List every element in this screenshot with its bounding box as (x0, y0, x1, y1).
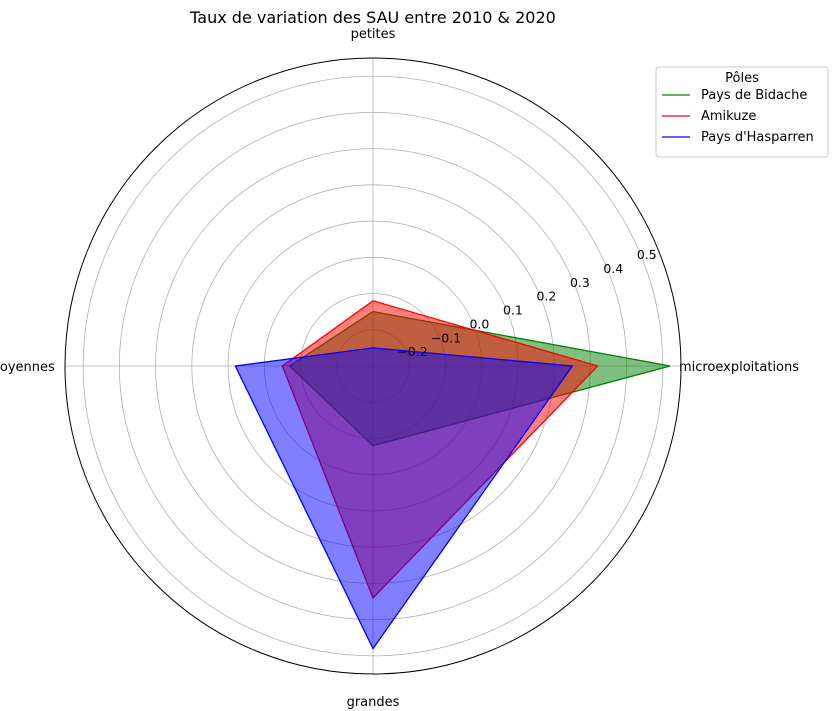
category-label: moyennes (0, 360, 55, 375)
series-line-2 (234, 347, 574, 650)
legend-frame (655, 66, 829, 158)
legend-entry: Pays d'Hasparren (701, 130, 814, 145)
legend-items: Pays de Bidache Amikuze Pays d'Hasparren (662, 88, 814, 145)
category-label: microexploitations (679, 360, 799, 375)
legend-entry: Pays de Bidache (701, 88, 807, 103)
polar-frame (64, 57, 682, 675)
legend-entry: Amikuze (701, 109, 756, 124)
chart-title: Taux de variation des SAU entre 2010 & 2… (189, 8, 556, 27)
axis-labels: −0.2 −0.1 0.0 0.1 0.2 0.3 0.4 0.5 microexploitat… (0, 27, 799, 710)
radial-tick-label: 0.5 (637, 247, 657, 262)
radial-tick-label: −0.2 (397, 344, 427, 359)
series-layer (234, 300, 671, 650)
legend-title: Pôles (725, 71, 759, 86)
radial-tick-label: −0.1 (431, 330, 461, 345)
radial-tick-label: 0.0 (469, 316, 489, 331)
category-label: petites (351, 27, 396, 42)
legend: Pôles Pays de Bidache Amikuze Pays d'Haspa… (655, 66, 829, 158)
radial-tick-label: 0.4 (603, 261, 623, 276)
radial-tick-label: 0.2 (536, 289, 556, 304)
radial-tick-label: 0.1 (503, 303, 523, 318)
radial-tick-label: 0.3 (570, 275, 590, 290)
category-label: grandes (347, 695, 400, 710)
series-fill-2 (235, 347, 573, 649)
